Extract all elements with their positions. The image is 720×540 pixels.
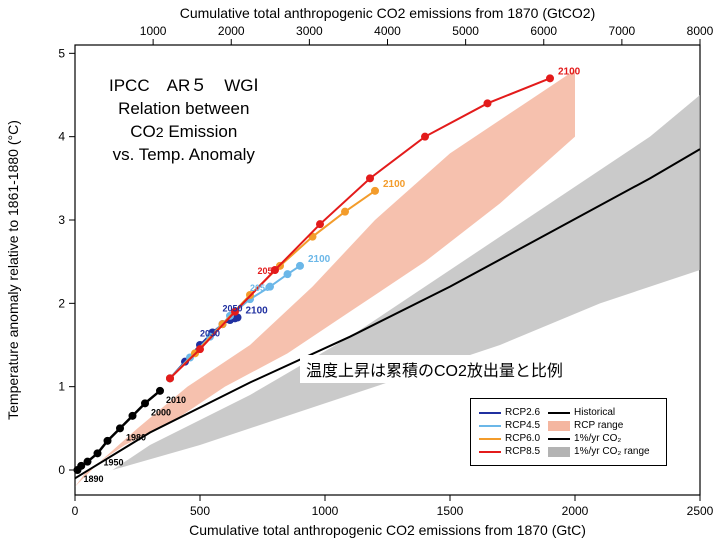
svg-text:5: 5 (58, 46, 65, 60)
ipcc-chart: 0 1 2 3 4 5 0 500 1000 1500 2000 2500 1000 2000 3000 40… (0, 0, 720, 540)
svg-text:3: 3 (58, 213, 65, 227)
svg-text:1500: 1500 (437, 504, 464, 518)
svg-text:2000: 2000 (218, 24, 245, 38)
svg-text:2000: 2000 (151, 407, 171, 417)
svg-text:2050: 2050 (258, 266, 278, 276)
chart-title-box: IPCC AR５ WGⅠRelation betweenCO2 Emission… (100, 70, 268, 172)
svg-text:2: 2 (58, 296, 65, 310)
svg-text:0: 0 (72, 504, 79, 518)
svg-text:7000: 7000 (609, 24, 636, 38)
svg-text:2100: 2100 (246, 306, 269, 317)
svg-text:2100: 2100 (383, 179, 406, 190)
svg-text:2010: 2010 (166, 395, 186, 405)
svg-text:3000: 3000 (296, 24, 323, 38)
svg-text:2100: 2100 (558, 66, 581, 77)
svg-text:8000: 8000 (687, 24, 714, 38)
svg-text:1000: 1000 (140, 24, 167, 38)
chart-subtitle-box: 温度上昇は累積のCO2放出量と比例 (300, 355, 569, 383)
svg-text:6000: 6000 (530, 24, 557, 38)
svg-text:2100: 2100 (308, 254, 331, 265)
svg-text:0: 0 (58, 463, 65, 477)
svg-text:1000: 1000 (312, 504, 339, 518)
svg-text:2050: 2050 (250, 283, 270, 293)
svg-text:500: 500 (190, 504, 210, 518)
svg-text:5000: 5000 (452, 24, 479, 38)
svg-text:4: 4 (58, 130, 65, 144)
svg-text:Cumulative total anthropogenic: Cumulative total anthropogenic CO2 emiss… (180, 5, 596, 21)
svg-text:Cumulative total anthropogenic: Cumulative total anthropogenic CO2 emiss… (189, 522, 586, 538)
svg-text:4000: 4000 (374, 24, 401, 38)
svg-text:Temperature anomaly relative t: Temperature anomaly relative to 1861-188… (5, 120, 21, 420)
svg-text:1890: 1890 (84, 474, 104, 484)
svg-text:2500: 2500 (687, 504, 714, 518)
svg-text:2030: 2030 (200, 329, 220, 339)
svg-text:1: 1 (58, 380, 65, 394)
svg-text:2000: 2000 (562, 504, 589, 518)
legend: RCP2.6RCP4.5RCP6.0RCP8.5HistoricalRCP ra… (470, 398, 667, 466)
svg-text:2050: 2050 (223, 304, 243, 314)
